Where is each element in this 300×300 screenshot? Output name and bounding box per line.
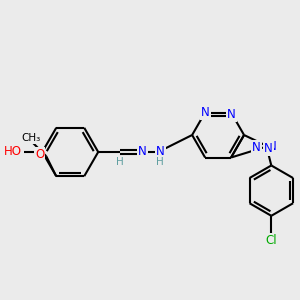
Text: N: N — [264, 142, 273, 155]
Text: Cl: Cl — [266, 234, 277, 247]
Text: N: N — [201, 106, 209, 119]
Text: N: N — [252, 141, 261, 154]
Text: N: N — [268, 140, 277, 153]
Text: N: N — [156, 146, 164, 158]
Text: N: N — [138, 146, 146, 158]
Text: H: H — [116, 157, 124, 167]
Text: CH₃: CH₃ — [22, 133, 41, 143]
Text: HO: HO — [4, 146, 22, 158]
Text: O: O — [35, 148, 44, 161]
Text: H: H — [156, 157, 164, 167]
Text: N: N — [227, 108, 236, 121]
